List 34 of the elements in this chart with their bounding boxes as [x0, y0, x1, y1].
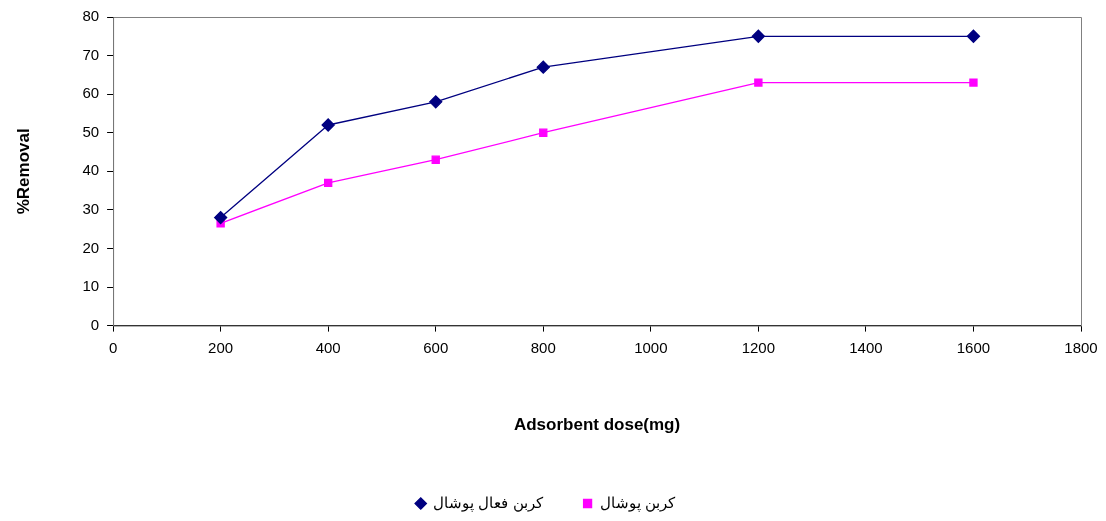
y-tick-label: 60: [82, 84, 100, 102]
point: [431, 155, 440, 164]
x-tick-label: 0: [108, 338, 118, 356]
x-tick-label: 1000: [634, 338, 668, 356]
x-tick-label: 200: [208, 338, 234, 356]
y-tick-label: 0: [90, 315, 100, 333]
y-tick-label: 70: [82, 45, 100, 63]
legend-label: کربن پوشال: [600, 493, 677, 512]
y-tick-label: 40: [82, 161, 100, 179]
point: [323, 178, 333, 188]
legend-label: کربن فعال پوشال: [433, 493, 544, 512]
point: [751, 29, 766, 43]
point: [754, 78, 763, 87]
point: [536, 60, 550, 74]
y-tick-label: 80: [82, 7, 100, 25]
x-tick-label: 800: [530, 338, 556, 356]
x-tick-label: 400: [315, 338, 341, 356]
point: [429, 95, 443, 109]
y-tick-label: 30: [82, 200, 100, 218]
x-tick-label: 1400: [849, 338, 883, 356]
point: [213, 210, 228, 225]
x-axis-title: Adsorbent dose(mg): [513, 415, 681, 435]
point: [539, 128, 548, 137]
point: [966, 29, 981, 43]
point: [969, 78, 978, 87]
x-tick-label: 1800: [1064, 338, 1098, 356]
x-tick-label: 600: [423, 338, 449, 356]
y-tick-label: 50: [82, 122, 100, 140]
x-tick-label: 1200: [741, 338, 776, 356]
point: [321, 118, 335, 132]
x-tick-label: 1600: [956, 338, 991, 356]
y-tick-label: 20: [82, 238, 100, 256]
y-axis-title: %Removal: [13, 128, 33, 215]
y-tick-label: 10: [82, 277, 100, 295]
